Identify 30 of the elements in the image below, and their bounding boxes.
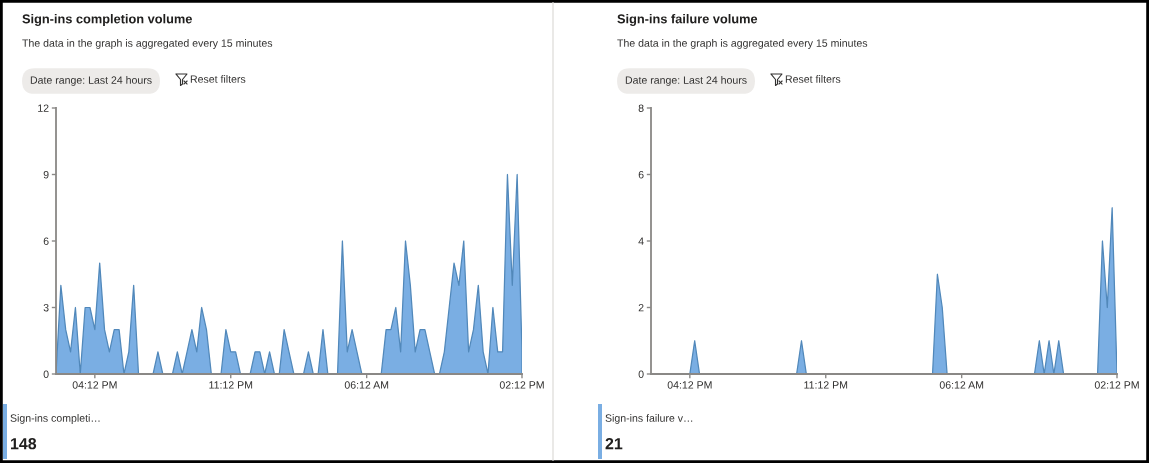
chart-title: Sign-ins failure volume — [617, 14, 758, 26]
text: Date range: Last 24 hours — [625, 76, 747, 86]
x-tick-label: 04:12 PM — [72, 381, 117, 389]
chart-subtitle: The data in the graph is aggregated every 15 minutes — [617, 39, 868, 49]
text: Date range: Last 24 hours — [30, 76, 152, 86]
y-tick-label: 6 — [43, 237, 49, 245]
text: 21 — [605, 437, 623, 450]
x-tick-label: 02:12 PM — [1094, 381, 1139, 389]
y-tick-label: 12 — [38, 104, 49, 112]
text: Sign-ins completi… — [10, 414, 100, 424]
y-tick-label: 0 — [43, 370, 49, 378]
chart-subtitle: The data in the graph is aggregated every 15 minutes — [22, 39, 273, 49]
chart-title: Sign-ins completion volume — [22, 14, 192, 26]
x-tick-label: 11:12 PM — [209, 381, 253, 389]
y-tick-label: 2 — [638, 303, 644, 312]
y-tick-label: 9 — [43, 170, 49, 179]
text: Sign-ins failure v… — [605, 414, 693, 424]
x-tick-label: 11:12 PM — [804, 381, 848, 389]
y-tick-label: 8 — [638, 104, 644, 112]
x-tick-label: 06:12 AM — [344, 381, 389, 389]
text: Reset filters — [785, 75, 841, 83]
x-tick-label: 06:12 AM — [939, 381, 984, 389]
x-tick-label: 02:12 PM — [499, 381, 544, 389]
y-tick-label: 4 — [638, 237, 644, 245]
y-tick-label: 3 — [43, 303, 49, 312]
y-tick-label: 0 — [638, 370, 644, 378]
y-tick-label: 6 — [638, 170, 644, 179]
x-tick-label: 04:12 PM — [667, 381, 712, 389]
text: Reset filters — [190, 75, 246, 83]
text: 148 — [11, 437, 37, 450]
